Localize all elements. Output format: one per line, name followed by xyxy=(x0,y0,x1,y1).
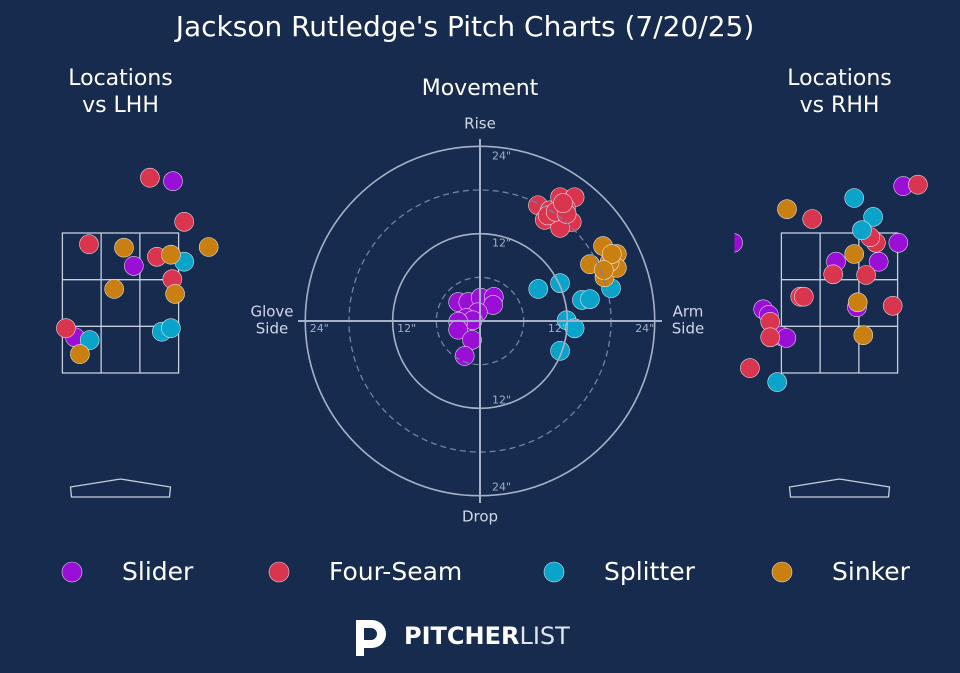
pitch-point xyxy=(852,220,872,240)
ring-label: 24" xyxy=(635,322,654,335)
pitch-point xyxy=(863,207,883,227)
panel-title: vs LHH xyxy=(82,93,159,118)
ring-label: 12" xyxy=(492,237,511,250)
pitch-point xyxy=(853,325,874,346)
pitch-point xyxy=(163,171,183,191)
pitch-point xyxy=(844,188,865,208)
pitch-point xyxy=(802,209,823,229)
axis-label: Drop xyxy=(462,508,498,526)
pitch-point xyxy=(553,193,573,213)
panel-title: Locations xyxy=(787,66,892,91)
pitch-point xyxy=(174,212,194,232)
logo: PITCHERLIST xyxy=(356,620,570,656)
pitch-point xyxy=(793,286,814,307)
legend-marker xyxy=(771,561,793,583)
pitch-point xyxy=(124,256,144,276)
pitch-point xyxy=(454,346,475,366)
legend-marker xyxy=(61,561,83,583)
ring-label: 24" xyxy=(492,481,511,494)
legend-label: Slider xyxy=(122,557,194,586)
pitch-point xyxy=(550,341,570,361)
pitch-point xyxy=(868,251,889,272)
legend-marker xyxy=(543,561,565,583)
legend-label: Sinker xyxy=(832,557,911,586)
logo-light: LIST xyxy=(519,622,570,650)
pitch-point xyxy=(79,330,100,350)
axis-label: Side xyxy=(672,320,704,338)
panel-title: Movement xyxy=(422,76,539,101)
pitch-point xyxy=(760,327,781,348)
panel xyxy=(56,167,219,498)
panel xyxy=(734,174,928,498)
pitch-point xyxy=(165,284,185,304)
pitch-point xyxy=(740,358,760,378)
logo-icon xyxy=(356,620,386,656)
pitch-point xyxy=(70,344,90,364)
panel xyxy=(448,187,627,366)
pitch-point xyxy=(888,233,909,253)
legend-label: Splitter xyxy=(604,557,696,586)
pitch-point xyxy=(550,273,570,293)
legend-label: Four-Seam xyxy=(329,557,462,586)
axis-label: Arm xyxy=(673,303,704,321)
pitch-point xyxy=(882,295,903,316)
ring-label: 24" xyxy=(492,149,511,162)
home-plate xyxy=(788,478,891,498)
logo-bold: PITCHER xyxy=(404,622,519,650)
pitch-point xyxy=(564,318,585,339)
axis-label: Rise xyxy=(464,115,496,133)
ring-label: 24" xyxy=(310,322,329,335)
ring-label: 12" xyxy=(548,322,567,335)
pitch-point xyxy=(844,244,865,264)
pitch-point xyxy=(777,199,797,219)
pitch-point xyxy=(847,292,868,313)
pitch-point xyxy=(734,233,743,253)
pitch-point xyxy=(114,237,134,258)
pitch-point xyxy=(856,265,876,285)
pitch-point xyxy=(79,234,99,254)
axis-label: Glove xyxy=(250,303,293,321)
pitch-point xyxy=(161,318,181,339)
pitch-point xyxy=(198,237,219,257)
ring-label: 12" xyxy=(397,322,416,335)
axis-label: Side xyxy=(256,320,288,338)
pitch-point xyxy=(823,264,844,285)
pitch-point xyxy=(104,279,124,299)
ring-label: 12" xyxy=(492,393,511,406)
chart-title: Jackson Rutledge's Pitch Charts (7/20/25… xyxy=(174,10,755,43)
pitch-point xyxy=(908,174,928,195)
panel-title: Locations xyxy=(68,66,173,91)
pitch-point xyxy=(56,318,76,339)
pitch-point xyxy=(580,289,600,309)
panel-title: vs RHH xyxy=(800,93,880,118)
pitch-point xyxy=(767,372,788,392)
logo-text: PITCHERLIST xyxy=(404,622,570,650)
pitch-point xyxy=(528,279,549,299)
home-plate xyxy=(69,478,172,498)
legend-marker xyxy=(268,561,290,583)
pitch-point xyxy=(161,244,181,265)
pitch-point xyxy=(601,244,622,264)
pitch-point xyxy=(140,167,160,188)
